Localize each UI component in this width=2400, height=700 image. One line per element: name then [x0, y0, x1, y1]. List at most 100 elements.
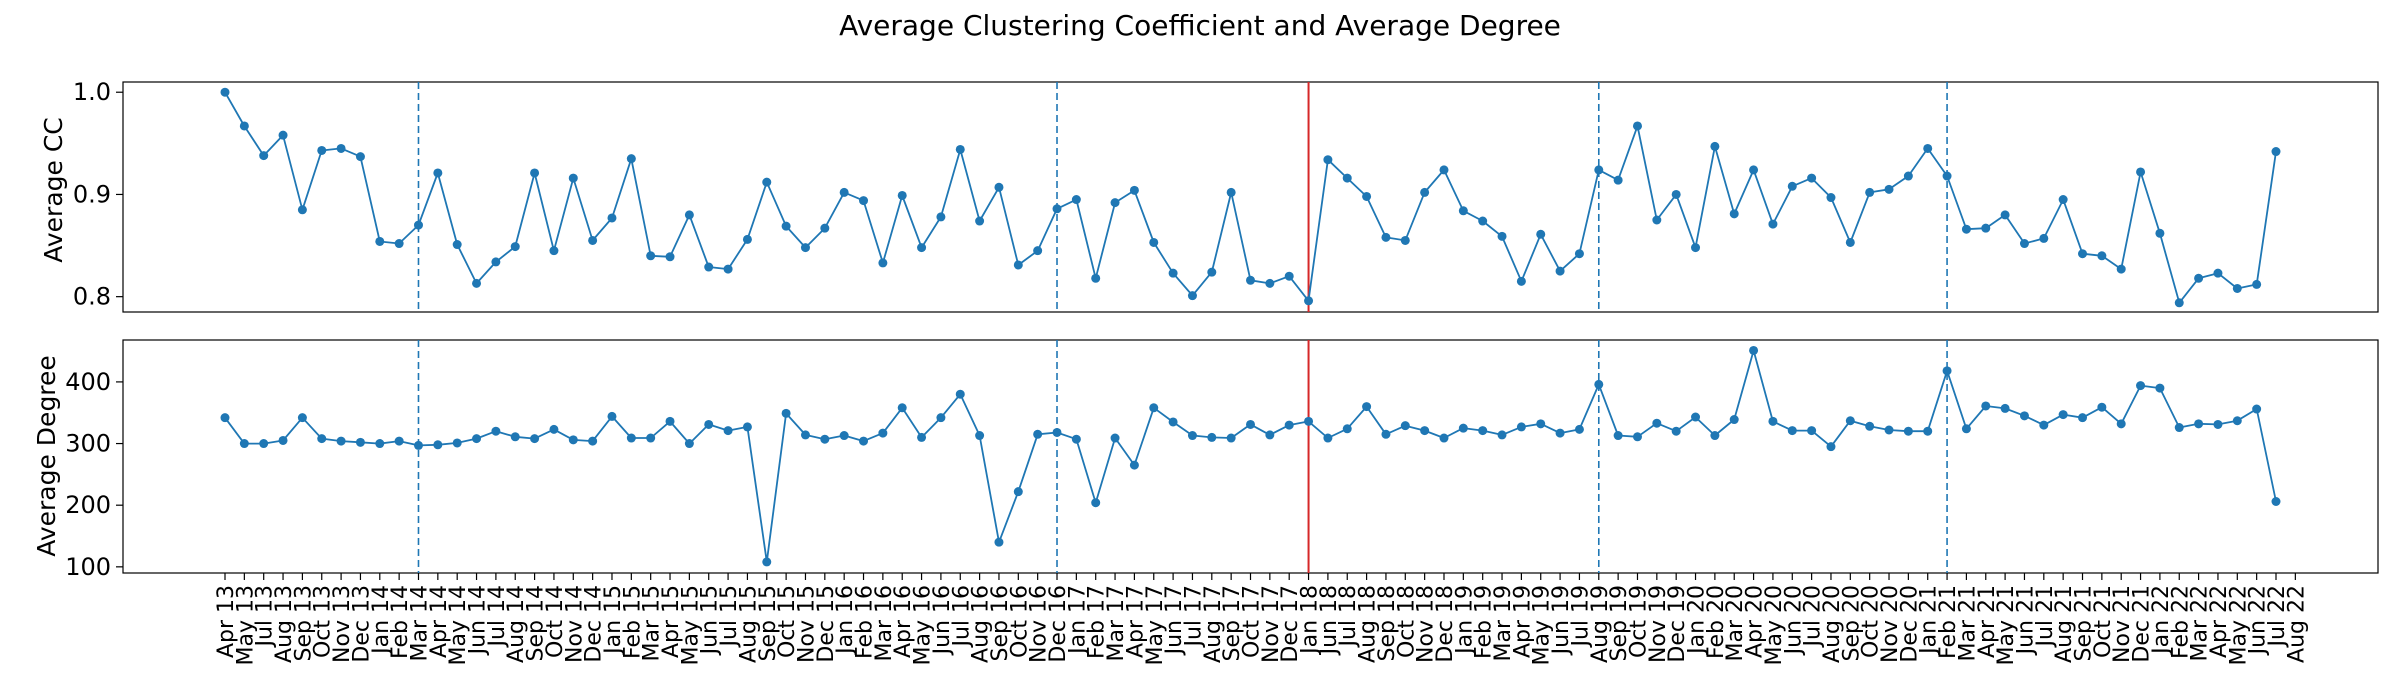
chart-title: Average Clustering Coefficient and Avera… [839, 9, 1561, 42]
data-point [1903, 171, 1913, 181]
data-point [1536, 229, 1546, 239]
data-point [2194, 419, 2204, 429]
x-tick-label: Jan 21 [1917, 585, 1942, 656]
data-point [917, 432, 927, 442]
data-point [1632, 121, 1642, 131]
data-point [1052, 204, 1062, 214]
data-point [994, 182, 1004, 192]
x-tick-label: Mar 16 [872, 585, 897, 662]
data-point [646, 433, 656, 443]
data-point [878, 428, 888, 438]
x-tick-label: Oct 19 [1627, 585, 1652, 658]
x-tick-label: Mar 14 [408, 585, 433, 662]
data-point [1884, 425, 1894, 435]
x-tick-label: May 14 [446, 585, 471, 665]
x-tick-label: Mar 20 [1723, 585, 1748, 662]
x-tick-label: Jul 15 [717, 585, 742, 649]
data-point [1187, 431, 1197, 441]
data-point [1555, 266, 1565, 276]
data-point [433, 440, 443, 450]
data-point [1768, 416, 1778, 426]
data-point [1226, 187, 1236, 197]
data-point [1187, 291, 1197, 301]
data-point [1381, 429, 1391, 439]
data-point [1304, 416, 1314, 426]
data-point [336, 436, 346, 446]
data-point [665, 416, 675, 426]
data-point [1594, 165, 1604, 175]
data-point [955, 389, 965, 399]
data-point [800, 430, 810, 440]
series-line [224, 91, 2277, 304]
data-point [355, 152, 365, 162]
data-point [1632, 432, 1642, 442]
x-tick-label: Oct 14 [543, 585, 568, 658]
data-point [781, 221, 791, 231]
data-point [413, 220, 423, 230]
data-point [2136, 381, 2146, 391]
x-tick-label: Oct 16 [1007, 585, 1032, 658]
x-tick-label: Aug 18 [1356, 585, 1381, 663]
data-point [704, 419, 714, 429]
axes-frame [122, 81, 2379, 313]
data-point [1304, 296, 1314, 306]
data-point [239, 121, 249, 131]
data-point [665, 252, 675, 262]
x-tick-label: Aug 22 [2284, 585, 2309, 663]
data-point [1168, 268, 1178, 278]
x-tick-label: May 20 [1762, 585, 1787, 665]
data-point [878, 258, 888, 268]
data-point [1400, 421, 1410, 431]
y-tick-label: 300 [65, 430, 111, 458]
data-point [2019, 239, 2029, 249]
data-point [1516, 422, 1526, 432]
data-point [1671, 426, 1681, 436]
x-tick-label: Dec 20 [1897, 585, 1922, 663]
data-point [1613, 175, 1623, 185]
data-point [994, 537, 1004, 547]
data-point [1052, 427, 1062, 437]
x-tick-label: Jan 15 [601, 585, 626, 656]
data-point [1129, 460, 1139, 470]
data-point [607, 213, 617, 223]
x-tick-label: Jul 17 [1182, 585, 1207, 649]
data-point [897, 403, 907, 413]
x-tick-label: Jan 14 [369, 585, 394, 656]
data-point [1807, 173, 1817, 183]
x-tick-label: Apr 20 [1743, 585, 1768, 658]
data-point [820, 434, 830, 444]
data-point [297, 205, 307, 215]
data-point [1091, 498, 1101, 508]
data-point [1574, 424, 1584, 434]
x-tick-label: Feb 15 [620, 585, 645, 659]
data-point [955, 144, 965, 154]
x-tick-label: Jun 14 [466, 585, 491, 656]
data-point [1652, 215, 1662, 225]
data-point [1420, 426, 1430, 436]
data-point [413, 440, 423, 450]
x-tick-label: Nov 19 [1646, 585, 1671, 663]
data-point [530, 434, 540, 444]
x-tick-label: Jul 18 [1336, 585, 1361, 649]
data-point [1961, 224, 1971, 234]
data-point [1536, 419, 1546, 429]
x-tick-label: Nov 17 [1259, 585, 1284, 663]
x-tick-label: Feb 20 [1704, 585, 1729, 659]
data-point [1613, 431, 1623, 441]
x-tick-label: May 16 [911, 585, 936, 665]
data-point [278, 130, 288, 140]
data-point [2232, 416, 2242, 426]
x-tick-label: Dec 17 [1278, 585, 1303, 663]
data-point [1149, 403, 1159, 413]
cc-y-axis-label: Average CC [39, 117, 68, 263]
data-point [1071, 434, 1081, 444]
data-point [684, 210, 694, 220]
data-point [220, 413, 230, 423]
data-point [1091, 273, 1101, 283]
data-point [1323, 433, 1333, 443]
data-point [1652, 418, 1662, 428]
data-point [1768, 219, 1778, 229]
data-point [355, 437, 365, 447]
data-point [2078, 249, 2088, 259]
data-point [510, 242, 520, 252]
